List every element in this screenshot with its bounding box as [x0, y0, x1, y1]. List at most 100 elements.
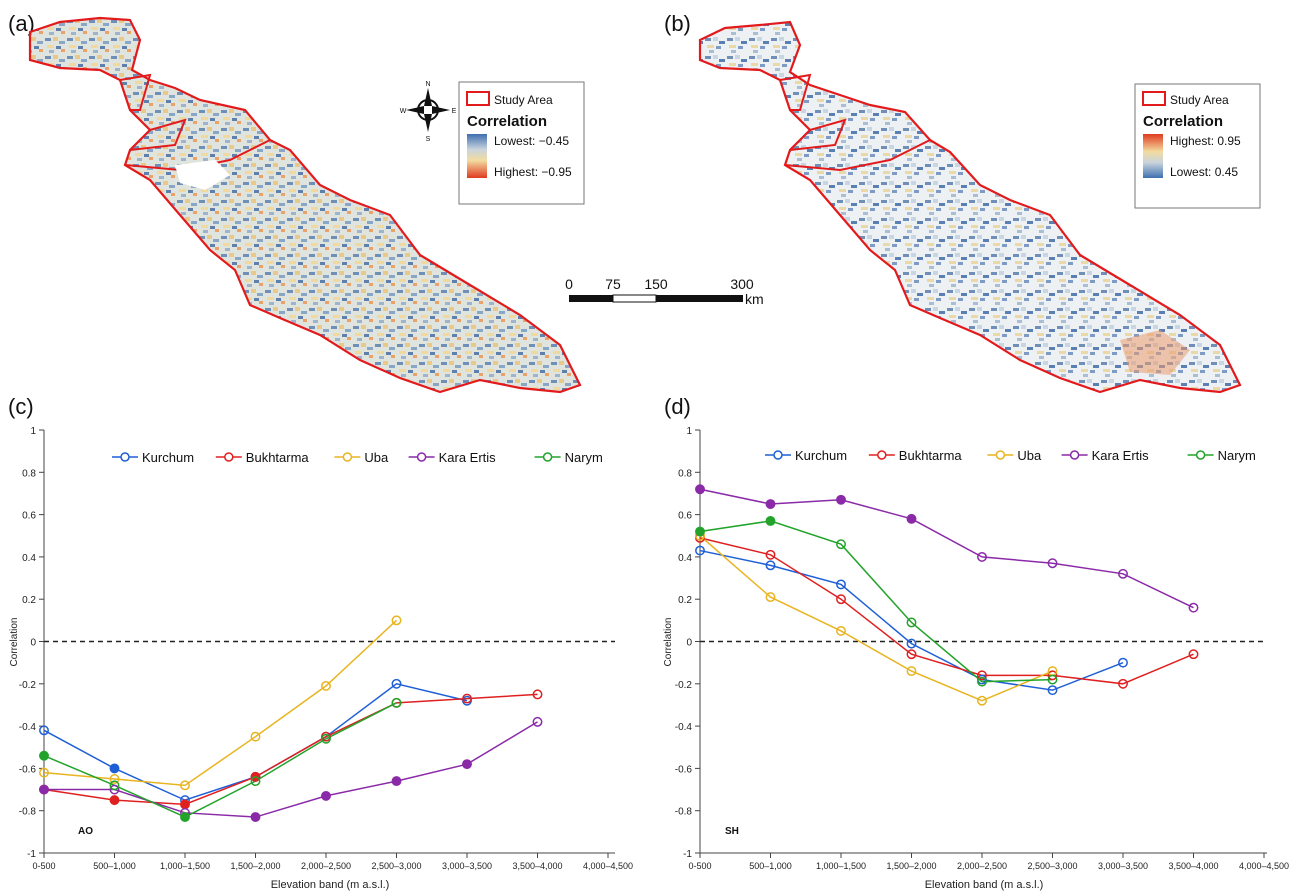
- c-point-kara-ertis: [532, 716, 543, 727]
- d-point-bukhtarma: [906, 649, 917, 660]
- scale-tick-75: 75: [605, 276, 621, 292]
- d-point-uba: [836, 625, 846, 636]
- d-point-kara-ertis: [765, 499, 776, 509]
- c-point-uba: [250, 731, 261, 742]
- d-point-narym: [977, 676, 987, 687]
- c-ytick-label: -0.6: [19, 764, 37, 775]
- c-line-uba: [43, 619, 398, 787]
- chart-d-series-lines: [699, 488, 1194, 702]
- c-xtick-label: 3,500–4,000: [512, 861, 562, 871]
- c-ytick-label: 0.6: [22, 511, 36, 522]
- d-xtick-label: 3,500–4,000: [1168, 861, 1218, 871]
- compass-s: S: [426, 136, 431, 143]
- d-point-bukhtarma: [1047, 670, 1058, 681]
- d-point-kara-ertis: [695, 484, 705, 495]
- c-point-kara-ertis: [391, 776, 402, 787]
- map-a: N S W E Study Area Correlation Lowest: −…: [28, 16, 585, 394]
- chart-c-series-points: [39, 615, 543, 822]
- d-point-narym: [1047, 674, 1058, 685]
- d-point-kara-ertis: [1188, 602, 1199, 613]
- d-line-uba: [699, 535, 1053, 702]
- chart-d-ticks: -1 -0.8 -0.6 -0.4 -0.2 0 0.2 0.4 0.6 0.8 1 0-500 500…: [675, 426, 1289, 871]
- scale-tick-300: 300: [730, 276, 754, 292]
- legend-a-high: Highest: −0.95: [494, 165, 572, 179]
- warm-patch-b: [1120, 330, 1190, 375]
- d-legend-label-uba: Uba: [1017, 448, 1042, 463]
- d-ytick-label: -0.6: [675, 764, 693, 775]
- c-xtick-label: 4,000–4,500: [583, 861, 633, 871]
- d-point-kurchum: [836, 579, 846, 590]
- c-ytick-label: 0.8: [22, 468, 36, 479]
- c-point-uba: [39, 767, 49, 778]
- legend-b-title: Correlation: [1143, 113, 1223, 130]
- c-point-kurchum: [391, 678, 402, 689]
- c-legend-label-uba: Uba: [364, 450, 389, 465]
- d-point-kara-ertis: [906, 513, 917, 524]
- d-ytick-label: 1: [686, 426, 692, 437]
- c-point-narym: [391, 697, 402, 708]
- d-xtick-label: 1,000–1,500: [816, 861, 866, 871]
- d-point-kurchum: [695, 545, 705, 556]
- legend-a-study-area: Study Area: [494, 93, 553, 107]
- c-point-kara-ertis: [321, 790, 331, 801]
- d-legend-marker-kara-ertis: [1069, 450, 1080, 460]
- d-point-kurchum: [765, 560, 776, 571]
- d-point-narym: [906, 617, 917, 628]
- c-legend-label-bukhtarma: Bukhtarma: [246, 450, 310, 465]
- d-point-kara-ertis: [836, 494, 846, 505]
- d-point-bukhtarma: [977, 670, 987, 681]
- d-point-bukhtarma: [836, 594, 846, 605]
- legend-a-colorbar: [467, 134, 487, 178]
- c-point-narym: [321, 733, 331, 744]
- chart-c-ylabel: Correlation: [9, 618, 20, 667]
- d-ytick-label: 0.6: [678, 511, 692, 522]
- chart-c-xlabel: Elevation band (m a.s.l.): [271, 879, 390, 891]
- c-legend-label-kara-ertis: Kara Ertis: [439, 450, 497, 465]
- chart-c-ticks: -1 -0.8 -0.6 -0.4 -0.2 0 0.2 0.4 0.6 0.8 1 0-500 500…: [19, 426, 633, 871]
- d-ytick-label: 0: [686, 638, 692, 649]
- d-point-bukhtarma: [1118, 678, 1128, 689]
- chart-d-xlabel: Elevation band (m a.s.l.): [925, 879, 1044, 891]
- c-legend-label-kurchum: Kurchum: [142, 450, 194, 465]
- legend-b-high: Highest: 0.95: [1170, 134, 1241, 148]
- d-ytick-label: 0.2: [678, 595, 692, 606]
- blank-patch-a: [175, 160, 230, 190]
- chart-d-ylabel: Correlation: [663, 618, 674, 667]
- chart-d-series-points: [695, 484, 1199, 706]
- d-line-kurchum: [699, 549, 1124, 691]
- study-area-swatch-b: [1142, 91, 1166, 106]
- d-line-narym: [699, 520, 1053, 683]
- c-point-narym: [180, 812, 190, 822]
- d-ytick-label: -0.8: [675, 807, 693, 818]
- c-point-uba: [180, 780, 190, 791]
- d-xtick-label: 500–1,000: [749, 861, 792, 871]
- c-ytick-label: -0.2: [19, 680, 37, 691]
- c-point-narym: [109, 780, 120, 791]
- d-point-bukhtarma: [765, 549, 776, 560]
- d-point-kara-ertis: [1047, 558, 1058, 569]
- c-point-kara-ertis: [462, 759, 472, 770]
- d-legend-label-narym: Narym: [1218, 448, 1256, 463]
- c-point-kurchum: [39, 725, 49, 736]
- compass-w: W: [400, 108, 407, 115]
- d-ytick-label: -0.4: [675, 722, 693, 733]
- c-xtick-label: 2,500–3,000: [371, 861, 421, 871]
- c-point-uba: [391, 615, 402, 626]
- d-ytick-label: 0.8: [678, 468, 692, 479]
- c-xtick-label: 1,000–1,500: [160, 861, 210, 871]
- c-legend-marker-narym: [542, 452, 553, 462]
- d-legend-label-bukhtarma: Bukhtarma: [899, 448, 963, 463]
- c-ytick-label: 0.4: [22, 553, 36, 564]
- d-point-uba: [765, 592, 776, 603]
- c-legend-label-narym: Narym: [565, 450, 603, 465]
- c-xtick-label: 500–1,000: [93, 861, 136, 871]
- c-point-bukhtarma: [180, 799, 190, 810]
- c-legend-marker-uba: [342, 452, 353, 462]
- panel-label-d: (d): [664, 394, 691, 419]
- scale-unit: km: [745, 291, 764, 307]
- chart-c: -1 -0.8 -0.6 -0.4 -0.2 0 0.2 0.4 0.6 0.8 1 0-500 500…: [9, 426, 633, 891]
- c-ytick-label: -1: [27, 849, 36, 860]
- d-legend-marker-narym: [1195, 450, 1206, 460]
- subbasin-boundary-b: [779, 73, 931, 172]
- d-point-kurchum: [1118, 657, 1128, 668]
